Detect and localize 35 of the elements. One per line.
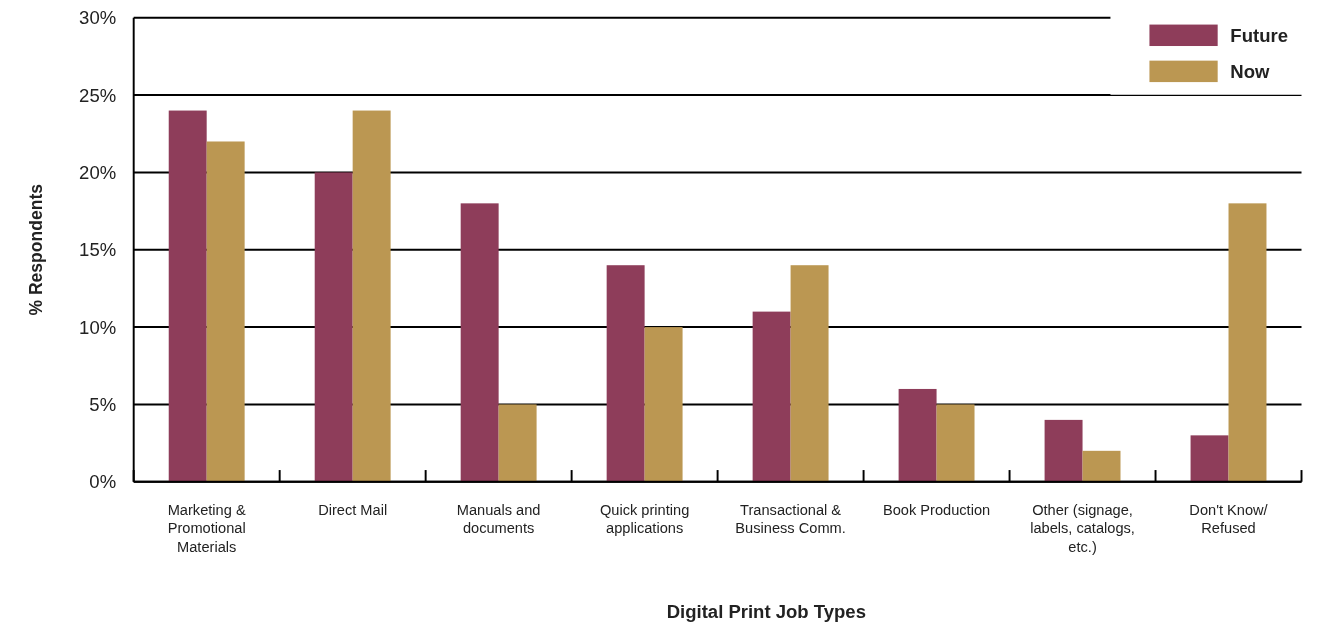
x-tick-label: Marketing & Promotional Materials [167, 501, 246, 555]
bar [206, 141, 245, 482]
bar [790, 265, 829, 482]
bar [1044, 419, 1083, 482]
bar [898, 388, 937, 482]
y-tick-label: 25% [79, 84, 117, 106]
y-tick-label: 5% [89, 393, 117, 415]
y-tick-label: 10% [79, 316, 117, 338]
bar [606, 265, 645, 482]
y-tick-label: 0% [89, 471, 117, 493]
bar [498, 404, 537, 482]
bar [1228, 203, 1267, 482]
y-tick-label: 30% [79, 7, 117, 29]
bar [168, 110, 207, 482]
bar [1082, 450, 1121, 482]
bar [314, 172, 353, 482]
legend-label: Future [1230, 24, 1288, 46]
bar [936, 404, 975, 482]
bar [644, 327, 683, 482]
x-tick-label: Don't Know/ Refused [1189, 501, 1269, 537]
x-tick-label: Quick printing applications [599, 501, 690, 537]
bar [752, 311, 791, 482]
x-tick-label: Direct Mail [318, 501, 388, 518]
y-tick-label: 15% [79, 239, 117, 261]
x-tick-label: Transactional & Business Comm. [735, 501, 846, 537]
legend-label: Now [1230, 60, 1271, 82]
x-axis-title: Digital Print Job Types [666, 601, 866, 623]
y-tick-label: 20% [79, 161, 117, 183]
x-tick-label: Other (signage, labels, catalogs, etc.) [1030, 501, 1135, 555]
y-axis-title: % Respondents [26, 183, 47, 316]
bar [460, 203, 499, 482]
bar [1190, 435, 1229, 482]
x-tick-label: Book Production [882, 501, 991, 518]
x-tick-label: Manuals and documents [456, 501, 541, 537]
bar [352, 110, 391, 482]
